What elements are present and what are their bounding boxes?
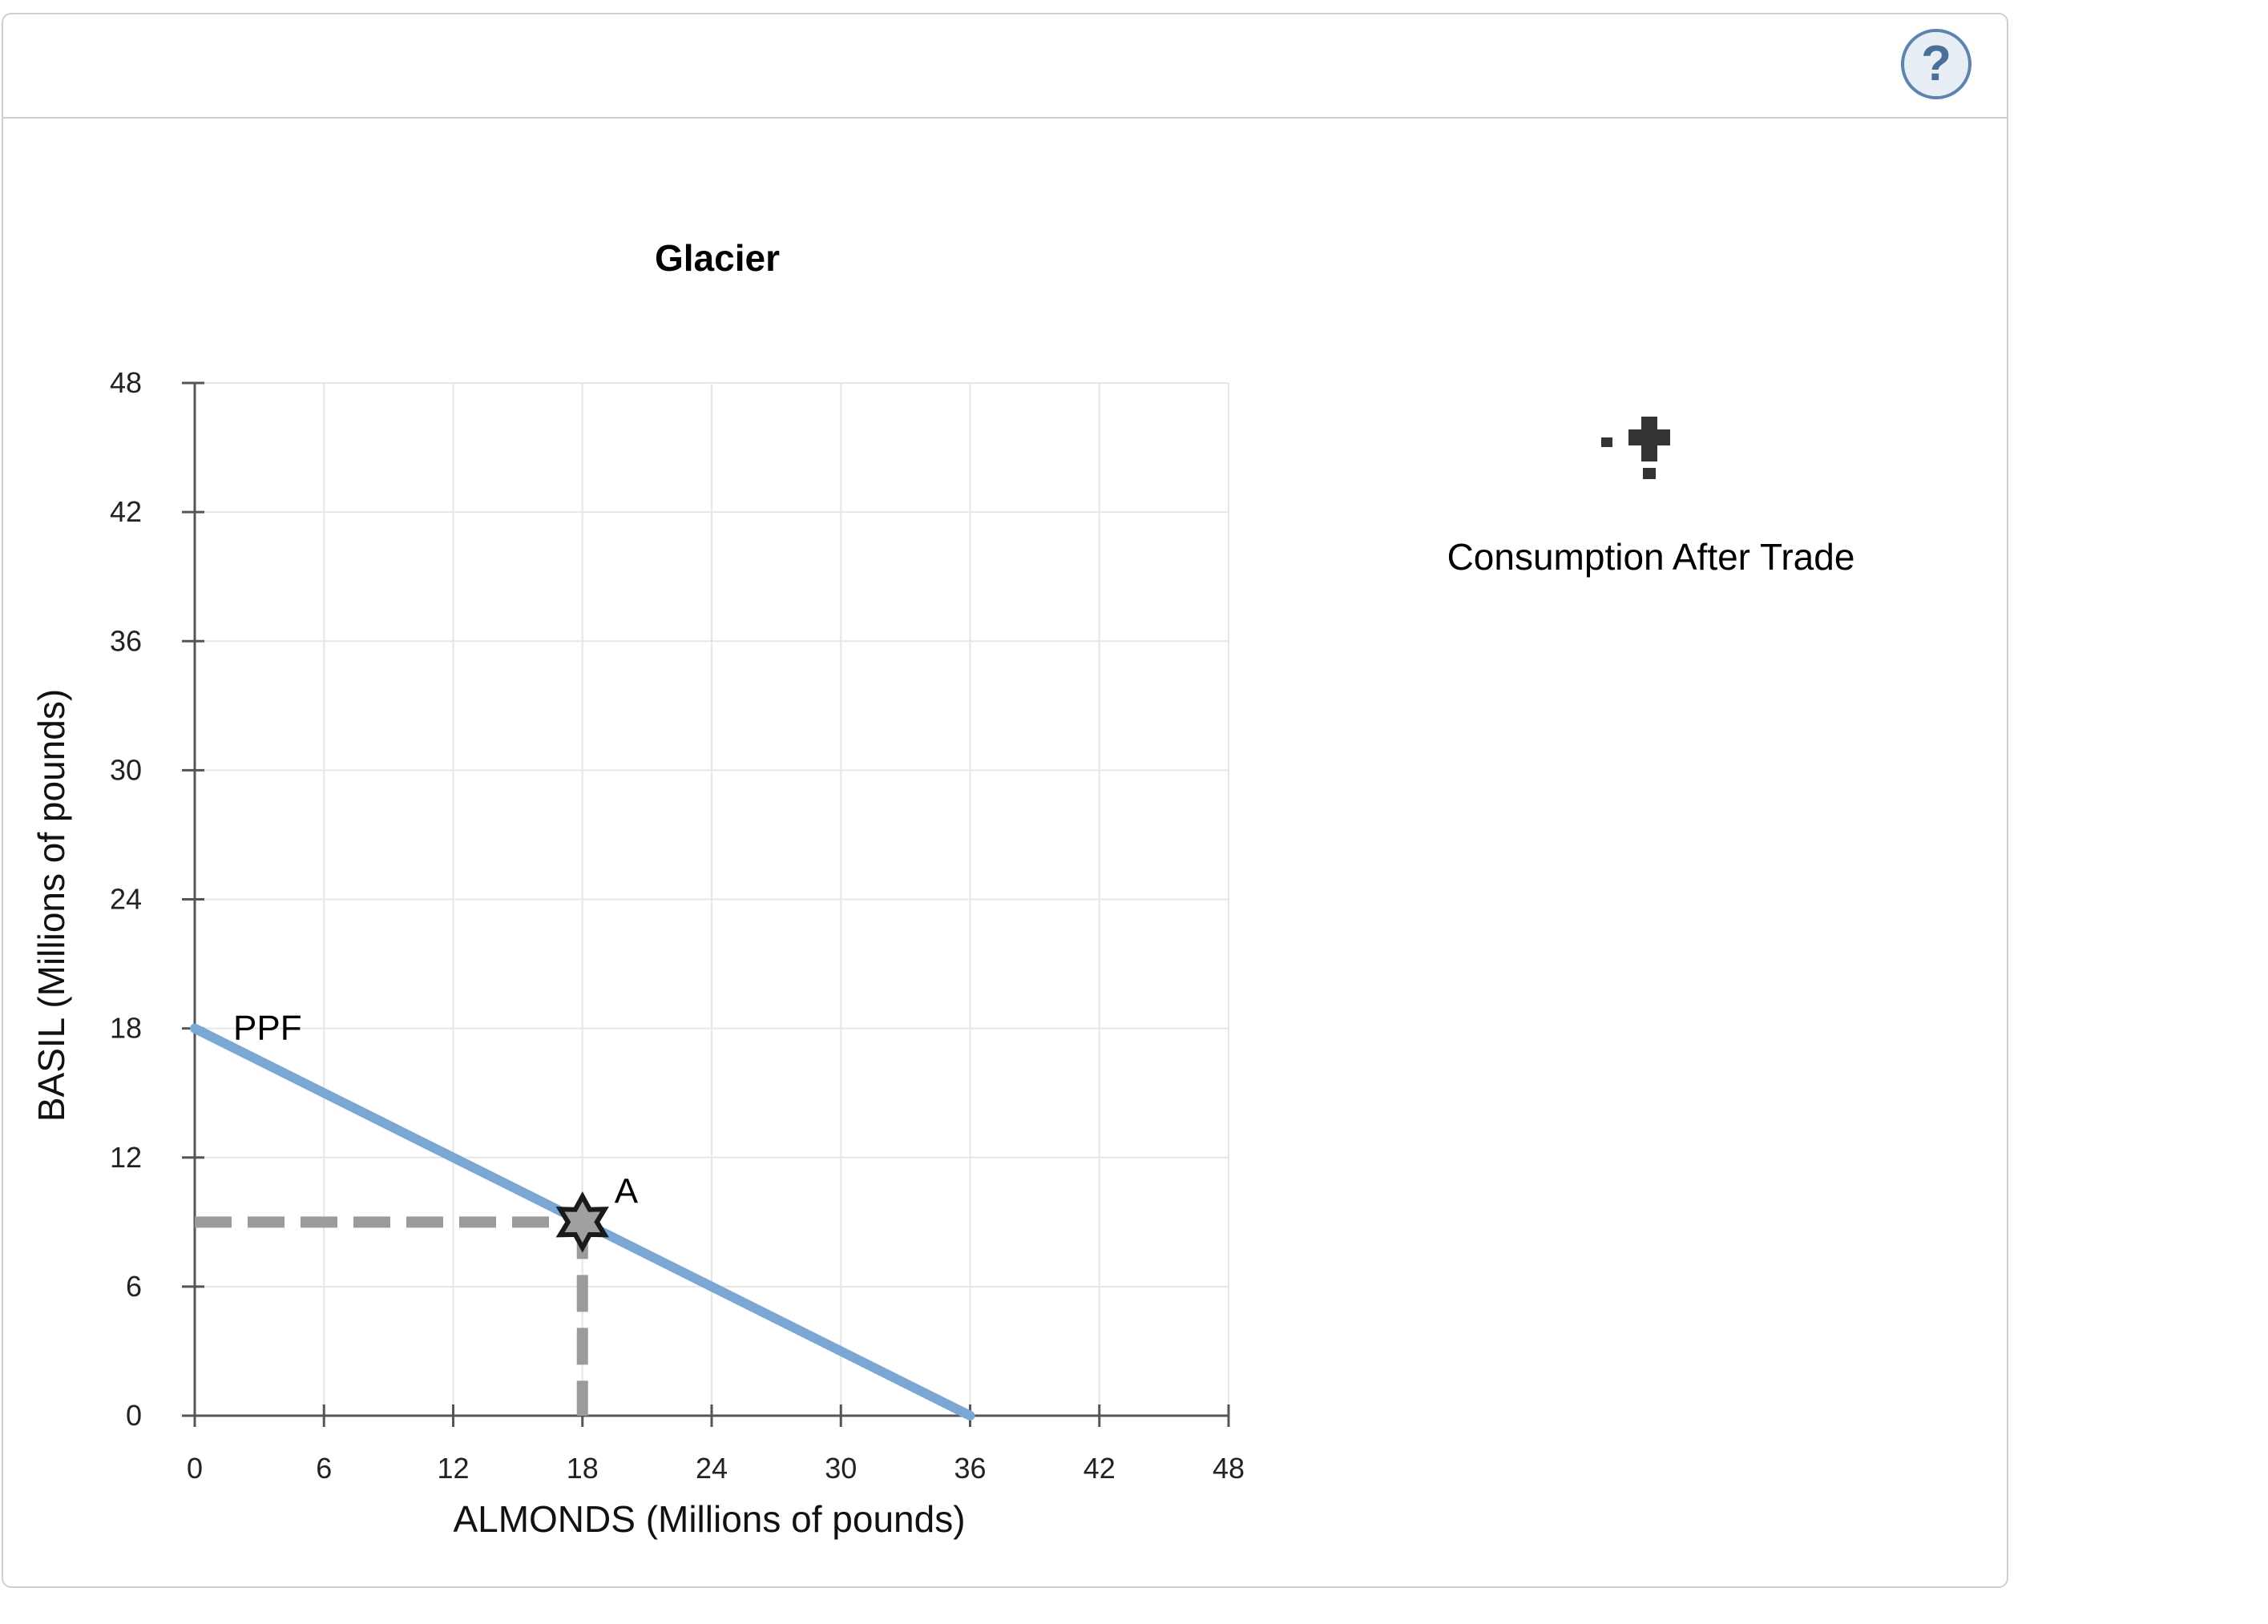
grid (195, 382, 1229, 1416)
help-button[interactable]: ? (1901, 29, 1971, 99)
drawing-tool-palette: Consumption After Trade (1410, 417, 1891, 593)
y-tick-label: 48 (110, 366, 142, 399)
point-a-label: A (615, 1171, 639, 1211)
x-tick-label: 30 (825, 1452, 857, 1485)
x-tick-label: 48 (1213, 1452, 1245, 1485)
axes: 0 6 12 18 24 30 36 42 48 0 6 12 18 24 30 36 42 48 (110, 366, 1245, 1485)
chart-title: Glacier (655, 237, 780, 279)
y-axis-title: BASIL (Millions of pounds) (30, 689, 72, 1122)
dashed-plus-icon[interactable] (1601, 417, 1673, 489)
ppf-label: PPF (233, 1009, 302, 1048)
consumption-after-trade-label[interactable]: Consumption After Trade (1447, 536, 1855, 578)
y-tick-label: 30 (110, 753, 142, 786)
y-tick-label: 36 (110, 624, 142, 657)
x-tick-label: 24 (696, 1452, 728, 1485)
y-tick-label: 24 (110, 883, 142, 916)
x-tick-label: 6 (316, 1452, 332, 1485)
ppf-chart[interactable]: 0 6 12 18 24 30 36 42 48 0 6 12 18 24 30 36 42 48 PPF A G… (0, 0, 1298, 1624)
x-tick-label: 12 (437, 1452, 469, 1485)
panel-header: ? (3, 14, 2007, 119)
x-axis-title: ALMONDS (Millions of pounds) (453, 1498, 965, 1540)
point-layer[interactable]: A (555, 1171, 639, 1253)
y-tick-label: 42 (110, 495, 142, 528)
graph-panel: ? (2, 13, 2008, 1588)
x-tick-label: 36 (954, 1452, 986, 1485)
y-tick-label: 12 (110, 1141, 142, 1174)
point-a-marker[interactable] (555, 1191, 609, 1253)
x-tick-label: 42 (1084, 1452, 1116, 1485)
x-tick-label: 0 (187, 1452, 203, 1485)
y-tick-label: 6 (126, 1270, 142, 1303)
y-tick-label: 0 (126, 1399, 142, 1432)
y-tick-label: 18 (110, 1012, 142, 1045)
x-tick-label: 18 (567, 1452, 599, 1485)
